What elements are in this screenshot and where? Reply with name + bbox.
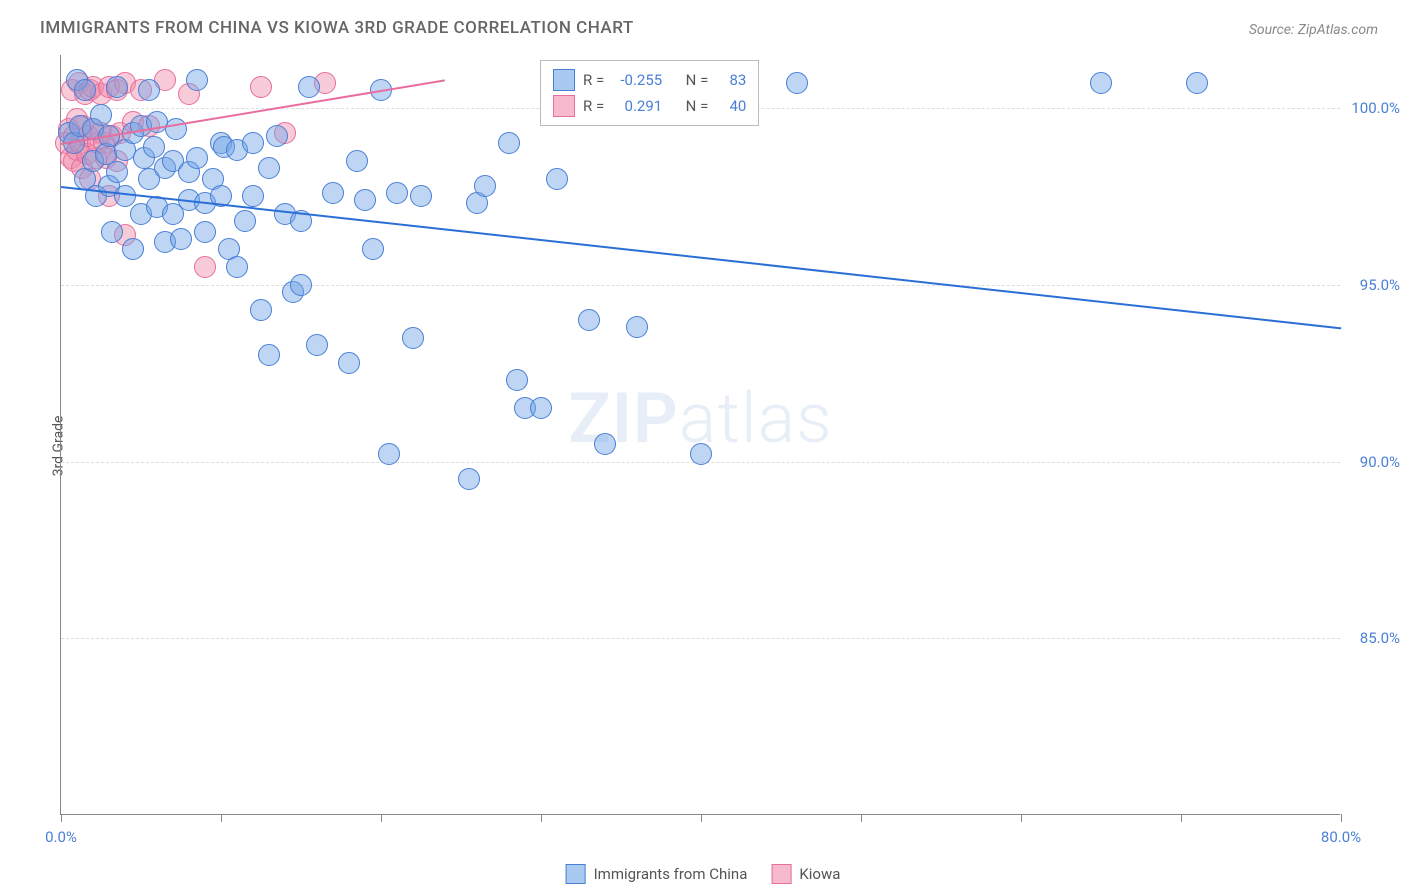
scatter-point-blue — [506, 369, 528, 391]
gridline — [61, 285, 1340, 286]
legend-label-blue: Immigrants from China — [594, 865, 748, 883]
x-tick — [861, 814, 862, 822]
scatter-point-blue — [258, 344, 280, 366]
x-tick — [381, 814, 382, 822]
scatter-point-blue — [90, 104, 112, 126]
y-tick-label: 100.0% — [1351, 99, 1400, 117]
scatter-point-blue — [322, 182, 344, 204]
scatter-point-blue — [106, 76, 128, 98]
legend: Immigrants from China Kiowa — [566, 864, 841, 884]
stats-n-label: N = — [686, 97, 709, 115]
scatter-point-pink — [250, 76, 272, 98]
stats-r-label: R = — [583, 71, 604, 89]
scatter-point-blue — [143, 136, 165, 158]
stats-box: R = -0.255 N = 83 R = 0.291 N = 40 — [540, 60, 759, 126]
x-tick — [1341, 814, 1342, 822]
stats-row-blue: R = -0.255 N = 83 — [553, 67, 746, 93]
scatter-point-blue — [122, 238, 144, 260]
stats-swatch-blue — [553, 69, 575, 91]
scatter-point-blue — [266, 125, 288, 147]
scatter-point-blue — [226, 256, 248, 278]
scatter-point-blue — [138, 79, 160, 101]
x-tick — [61, 814, 62, 822]
scatter-point-blue — [242, 185, 264, 207]
y-tick-label: 85.0% — [1360, 629, 1400, 647]
scatter-point-blue — [402, 327, 424, 349]
gridline — [61, 638, 1340, 639]
scatter-point-blue — [250, 299, 272, 321]
scatter-point-blue — [346, 150, 368, 172]
scatter-point-blue — [410, 185, 432, 207]
scatter-point-pink — [194, 256, 216, 278]
scatter-point-blue — [290, 274, 312, 296]
scatter-point-blue — [306, 334, 328, 356]
x-tick-label: 80.0% — [1321, 828, 1361, 846]
x-tick — [541, 814, 542, 822]
scatter-point-blue — [458, 468, 480, 490]
stats-swatch-pink — [553, 95, 575, 117]
y-tick-label: 95.0% — [1360, 276, 1400, 294]
scatter-point-blue — [298, 76, 320, 98]
scatter-point-blue — [114, 185, 136, 207]
legend-swatch-blue — [566, 864, 586, 884]
x-tick — [221, 814, 222, 822]
scatter-point-blue — [186, 147, 208, 169]
scatter-point-blue — [106, 161, 128, 183]
scatter-point-blue — [594, 433, 616, 455]
stats-r-value-blue: -0.255 — [612, 71, 662, 89]
scatter-point-blue — [101, 221, 123, 243]
x-tick — [701, 814, 702, 822]
scatter-point-blue — [626, 316, 648, 338]
x-tick — [1181, 814, 1182, 822]
scatter-point-blue — [386, 182, 408, 204]
stats-n-label: N = — [686, 71, 709, 89]
scatter-point-blue — [362, 238, 384, 260]
y-tick-label: 90.0% — [1360, 453, 1400, 471]
stats-n-value-pink: 40 — [716, 97, 746, 115]
scatter-point-blue — [786, 72, 808, 94]
scatter-point-blue — [74, 79, 96, 101]
scatter-point-blue — [530, 397, 552, 419]
scatter-point-blue — [546, 168, 568, 190]
scatter-point-blue — [690, 443, 712, 465]
legend-item-blue: Immigrants from China — [566, 864, 748, 884]
stats-r-value-pink: 0.291 — [612, 97, 662, 115]
scatter-point-blue — [170, 228, 192, 250]
stats-row-pink: R = 0.291 N = 40 — [553, 93, 746, 119]
scatter-point-blue — [258, 157, 280, 179]
scatter-point-blue — [1186, 72, 1208, 94]
chart-title: IMMIGRANTS FROM CHINA VS KIOWA 3RD GRADE… — [40, 18, 634, 38]
stats-n-value-blue: 83 — [716, 71, 746, 89]
stats-r-label: R = — [583, 97, 604, 115]
scatter-point-blue — [194, 221, 216, 243]
legend-swatch-pink — [771, 864, 791, 884]
x-tick — [1021, 814, 1022, 822]
legend-item-pink: Kiowa — [771, 864, 840, 884]
watermark-prefix: ZIP — [568, 378, 678, 460]
source-attribution: Source: ZipAtlas.com — [1249, 22, 1378, 38]
scatter-point-blue — [498, 132, 520, 154]
legend-label-pink: Kiowa — [799, 865, 840, 883]
scatter-point-blue — [234, 210, 256, 232]
scatter-point-blue — [242, 132, 264, 154]
x-tick-label: 0.0% — [45, 828, 77, 846]
scatter-point-blue — [578, 309, 600, 331]
scatter-point-blue — [338, 352, 360, 374]
scatter-point-blue — [354, 189, 376, 211]
scatter-point-blue — [474, 175, 496, 197]
scatter-point-blue — [186, 69, 208, 91]
scatter-plot-area: ZIPatlas 85.0%90.0%95.0%100.0%0.0%80.0% — [60, 55, 1340, 815]
scatter-point-blue — [378, 443, 400, 465]
scatter-point-blue — [1090, 72, 1112, 94]
